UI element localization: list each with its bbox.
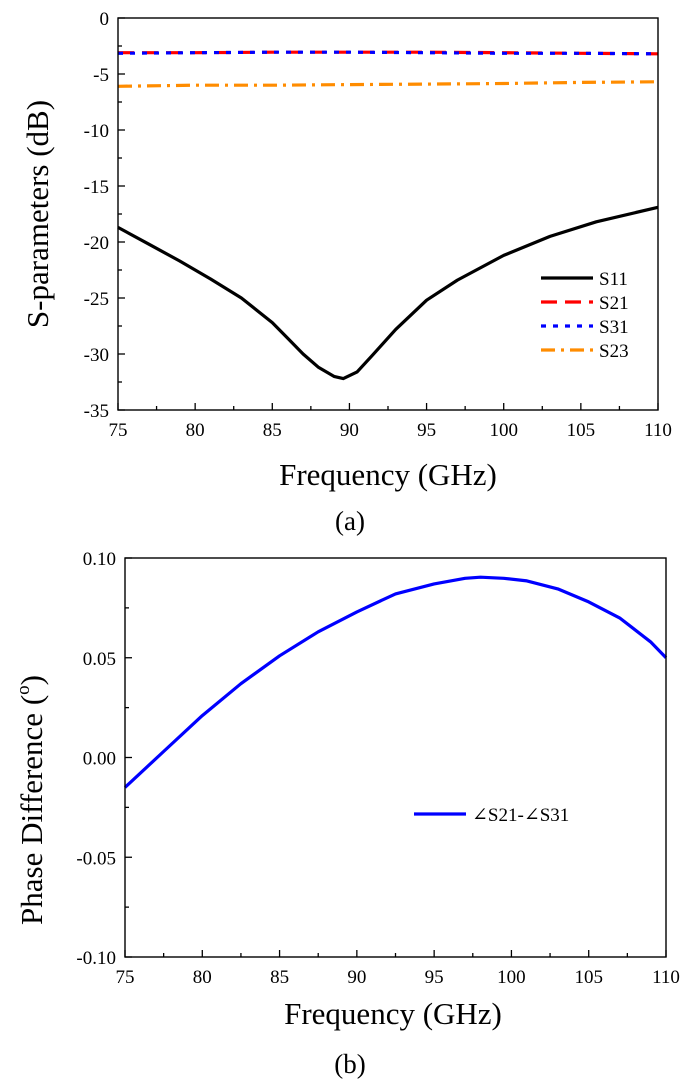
x-axis-title: Frequency (GHz) [279,457,497,492]
x-tick-label: 90 [347,967,366,988]
y-tick-label: 0.05 [83,649,116,670]
axis-ticks: 75 80 85 90 95 100 105 110 0 -5 -10 -15 -20 -25 -30 -35 [84,9,672,441]
panel-label: (a) [335,506,365,536]
x-tick-label: 75 [116,967,135,988]
plot-frame [124,557,667,958]
x-tick-label: 85 [263,420,282,441]
chart-panel-b: 75 80 85 90 95 100 105 110 0.10 0.05 0.00 -0.05 -0.1… [13,549,680,1079]
x-tick-label: 110 [652,967,680,988]
legend-label: ∠S21-∠S31 [472,805,569,826]
x-tick-label: 85 [270,967,289,988]
y-tick-label: -25 [84,289,109,310]
legend-label: S11 [599,269,628,290]
legend-label: S21 [599,293,629,314]
y-tick-label: 0.10 [83,549,116,570]
series-layer [123,575,668,789]
y-axis-title: Phase Difference (o) [13,675,49,925]
x-tick-label: 110 [644,420,672,441]
series-layer [117,50,659,381]
legend: ∠S21-∠S31 [414,805,569,826]
y-axis-title-close: ) [14,675,49,685]
x-tick-label: 100 [497,967,526,988]
y-tick-label: 0 [100,9,110,30]
y-tick-label: -30 [84,345,109,366]
x-tick-label: 95 [425,967,444,988]
x-tick-label: 80 [186,420,205,441]
y-tick-label: 0.00 [83,749,116,770]
y-tick-label: -35 [84,401,109,422]
chart-panel-a: 75 80 85 90 95 100 105 110 0 -5 -10 -15 -20 -25 -30 -35… [20,9,672,536]
x-axis-title: Frequency (GHz) [284,996,502,1031]
y-axis-title-degree: o [13,685,34,695]
y-tick-label: -20 [84,233,109,254]
y-tick-label: -0.05 [76,848,116,869]
legend: S11 S21 S31 S23 [541,269,629,362]
panel-label: (b) [334,1049,365,1079]
y-axis-title: S-parameters (dB) [20,100,55,328]
x-tick-label: 100 [489,420,518,441]
series-line-s11 [117,205,659,381]
series-line-s23 [117,80,659,88]
y-tick-label: -0.10 [76,948,116,969]
y-axis-title-text: Phase Difference ( [14,695,49,925]
x-tick-label: 75 [109,420,128,441]
series-line-s21-s31 [123,575,668,789]
legend-label: S31 [599,317,629,338]
y-tick-label: -5 [93,65,109,86]
x-tick-label: 80 [193,967,212,988]
axis-ticks: 75 80 85 90 95 100 105 110 0.10 0.05 0.00 -0.05 -0.1… [76,549,679,988]
y-tick-label: -15 [84,177,109,198]
legend-label: S23 [599,341,629,362]
x-tick-label: 105 [567,420,596,441]
x-tick-label: 95 [417,420,436,441]
x-tick-label: 90 [340,420,359,441]
y-tick-label: -10 [84,121,109,142]
series-line-s21 [118,50,659,56]
x-tick-label: 105 [574,967,603,988]
